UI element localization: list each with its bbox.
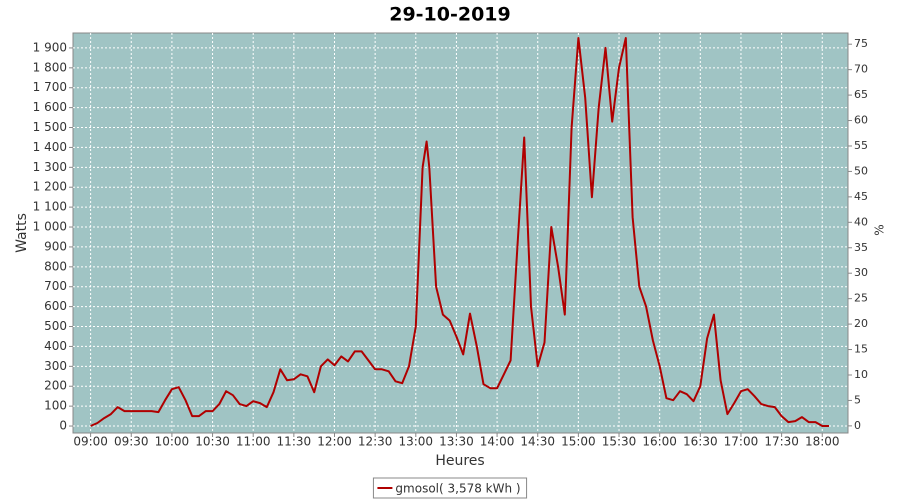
y-tick-label: 1 100 — [33, 200, 67, 214]
x-axis-label: Heures — [435, 453, 484, 469]
y-tick-label: 1 800 — [33, 60, 67, 74]
y2-tick-label: 75 — [854, 37, 868, 50]
y-tick-label: 1 500 — [33, 120, 67, 134]
x-tick-label: 13:30 — [439, 435, 474, 449]
y2-tick-label: 55 — [854, 139, 868, 152]
y2-tick-label: 40 — [854, 215, 868, 228]
y-tick-label: 200 — [44, 379, 67, 393]
y2-axis-label: % — [873, 224, 887, 235]
y-tick-label: 400 — [44, 339, 67, 353]
y-tick-label: 600 — [44, 299, 67, 313]
y-tick-label: 700 — [44, 279, 67, 293]
x-tick-label: 12:30 — [358, 435, 393, 449]
y2-tick-label: 30 — [854, 266, 868, 279]
y-tick-label: 800 — [44, 259, 67, 273]
y-tick-label: 1 000 — [33, 220, 67, 234]
y2-tick-label: 60 — [854, 114, 868, 127]
y2-tick-label: 10 — [854, 368, 868, 381]
y-tick-label: 1 900 — [33, 40, 67, 54]
y2-tick-label: 50 — [854, 164, 868, 177]
x-tick-label: 09:00 — [73, 435, 108, 449]
y2-tick-label: 20 — [854, 317, 868, 330]
x-tick-label: 09:30 — [114, 435, 149, 449]
y2-tick-label: 70 — [854, 63, 868, 76]
y2-tick-label: 45 — [854, 190, 868, 203]
y-tick-label: 500 — [44, 319, 67, 333]
y-tick-label: 100 — [44, 399, 67, 413]
x-tick-label: 12:00 — [317, 435, 352, 449]
y-tick-label: 1 200 — [33, 180, 67, 194]
plot-background — [72, 32, 849, 434]
y2-tick-label: 25 — [854, 292, 868, 305]
x-tick-label: 11:30 — [277, 435, 312, 449]
x-tick-label: 14:30 — [520, 435, 555, 449]
x-tick-label: 17:30 — [764, 435, 799, 449]
y2-tick-label: 0 — [854, 419, 861, 432]
x-tick-label: 18:00 — [805, 435, 840, 449]
y-tick-label: 1 300 — [33, 160, 67, 174]
x-tick-label: 16:00 — [642, 435, 677, 449]
x-tick-label: 15:30 — [602, 435, 637, 449]
x-tick-label: 17:00 — [724, 435, 759, 449]
legend-box — [372, 477, 528, 499]
x-tick-label: 14:00 — [480, 435, 515, 449]
chart-title: 29-10-2019 — [389, 4, 511, 26]
y-tick-label: 900 — [44, 239, 67, 253]
y-tick-label: 1 700 — [33, 80, 67, 94]
data-line — [90, 37, 829, 427]
y2-tick-label: 35 — [854, 241, 868, 254]
legend: gmosol( 3,578 kWh ) — [372, 477, 528, 499]
y-axis-label: Watts — [14, 213, 30, 253]
y-tick-label: 0 — [59, 419, 67, 433]
x-tick-label: 16:30 — [683, 435, 718, 449]
x-tick-label: 13:00 — [398, 435, 433, 449]
y2-tick-label: 65 — [854, 88, 868, 101]
x-tick-label: 15:00 — [561, 435, 596, 449]
y-tick-label: 1 600 — [33, 100, 67, 114]
y-tick-label: 300 — [44, 359, 67, 373]
x-tick-label: 10:00 — [155, 435, 190, 449]
legend-label: gmosol( 3,578 kWh ) — [395, 482, 520, 496]
x-tick-label: 10:30 — [195, 435, 230, 449]
y-tick-label: 1 400 — [33, 140, 67, 154]
y2-tick-label: 15 — [854, 343, 868, 356]
y2-tick-label: 5 — [854, 393, 861, 406]
x-tick-label: 11:00 — [236, 435, 271, 449]
